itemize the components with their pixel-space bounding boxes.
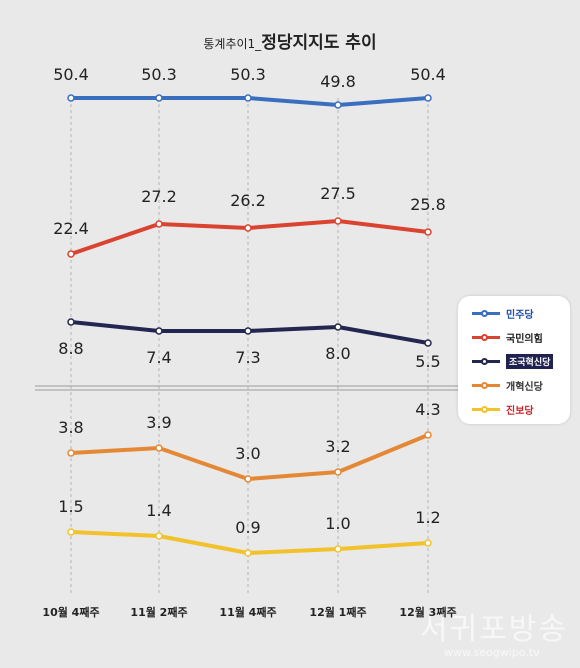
data-point-4-1 [155, 532, 163, 540]
data-point-2-2 [244, 327, 252, 335]
data-label-3-2: 3.0 [235, 444, 260, 463]
category-label-0: 10월 4째주 [42, 605, 99, 619]
data-point-0-3 [334, 101, 342, 109]
data-label-1-2: 26.2 [230, 191, 266, 210]
data-label-4-0: 1.5 [58, 497, 83, 516]
watermark-url: www.seogwipo.tv [444, 646, 540, 659]
data-label-4-1: 1.4 [146, 501, 171, 520]
data-label-3-1: 3.9 [146, 413, 171, 432]
data-label-4-4: 1.2 [415, 508, 440, 527]
data-point-2-4 [424, 339, 432, 347]
legend-label-minjoo: 민주당 [506, 309, 534, 321]
data-point-2-3 [334, 323, 342, 331]
legend-label-progressive: 진보당 [506, 405, 534, 417]
data-point-4-3 [334, 545, 342, 553]
legend-item-rebuilding: 조국혁신당 [472, 352, 554, 370]
data-point-2-0 [67, 318, 75, 326]
data-label-1-4: 25.8 [410, 195, 446, 214]
data-point-2-1 [155, 327, 163, 335]
data-point-1-1 [155, 220, 163, 228]
data-point-3-4 [424, 431, 432, 439]
chart-title-main: 정당지지도 추이 [261, 33, 377, 53]
data-label-4-3: 1.0 [325, 514, 350, 533]
legend-item-ppp: 국민의힘 [472, 328, 543, 346]
data-point-0-1 [155, 94, 163, 102]
data-label-1-1: 27.2 [141, 187, 177, 206]
chart-title-prefix: 통계추이1_ [203, 37, 262, 51]
legend: 민주당 국민의힘 조국혁신당 개혁신당 진보당 [458, 296, 570, 424]
data-point-1-3 [334, 217, 342, 225]
data-point-3-0 [67, 449, 75, 457]
category-label-2: 11월 4째주 [219, 605, 276, 619]
data-label-2-0: 8.8 [58, 339, 83, 358]
data-label-1-3: 27.5 [320, 184, 356, 203]
data-label-2-3: 8.0 [325, 344, 350, 363]
data-label-2-4: 5.5 [415, 352, 440, 371]
data-point-0-2 [244, 94, 252, 102]
legend-label-ppp: 국민의힘 [506, 333, 543, 345]
data-label-2-1: 7.4 [146, 348, 171, 367]
data-point-0-4 [424, 94, 432, 102]
legend-item-minjoo: 민주당 [472, 304, 534, 322]
legend-item-reform: 개혁신당 [472, 376, 543, 394]
data-point-3-2 [244, 475, 252, 483]
data-label-0-3: 49.8 [320, 72, 356, 91]
data-label-0-0: 50.4 [53, 65, 89, 84]
data-label-3-4: 4.3 [415, 400, 440, 419]
legend-label-rebuilding: 조국혁신당 [506, 353, 554, 369]
chart-title: 통계추이1_정당지지도 추이 [0, 28, 580, 53]
data-point-1-0 [67, 250, 75, 258]
data-point-0-0 [67, 94, 75, 102]
data-label-0-1: 50.3 [141, 65, 177, 84]
data-point-1-4 [424, 228, 432, 236]
data-label-0-4: 50.4 [410, 65, 446, 84]
data-label-0-2: 50.3 [230, 65, 266, 84]
data-label-3-0: 3.8 [58, 418, 83, 437]
legend-label-reform: 개혁신당 [506, 381, 543, 393]
data-label-2-2: 7.3 [235, 348, 260, 367]
data-point-4-4 [424, 539, 432, 547]
data-point-4-2 [244, 549, 252, 557]
watermark-logo: 서귀포방송 [420, 612, 568, 647]
data-point-3-3 [334, 468, 342, 476]
category-label-3: 12월 1째주 [309, 605, 366, 619]
category-label-4: 12월 3째주 [399, 605, 456, 619]
data-point-3-1 [155, 444, 163, 452]
data-point-1-2 [244, 224, 252, 232]
category-label-1: 11월 2째주 [130, 605, 187, 619]
legend-item-progressive: 진보당 [472, 400, 534, 418]
data-label-1-0: 22.4 [53, 219, 89, 238]
data-point-4-0 [67, 528, 75, 536]
data-label-3-3: 3.2 [325, 437, 350, 456]
data-label-4-2: 0.9 [235, 518, 260, 537]
